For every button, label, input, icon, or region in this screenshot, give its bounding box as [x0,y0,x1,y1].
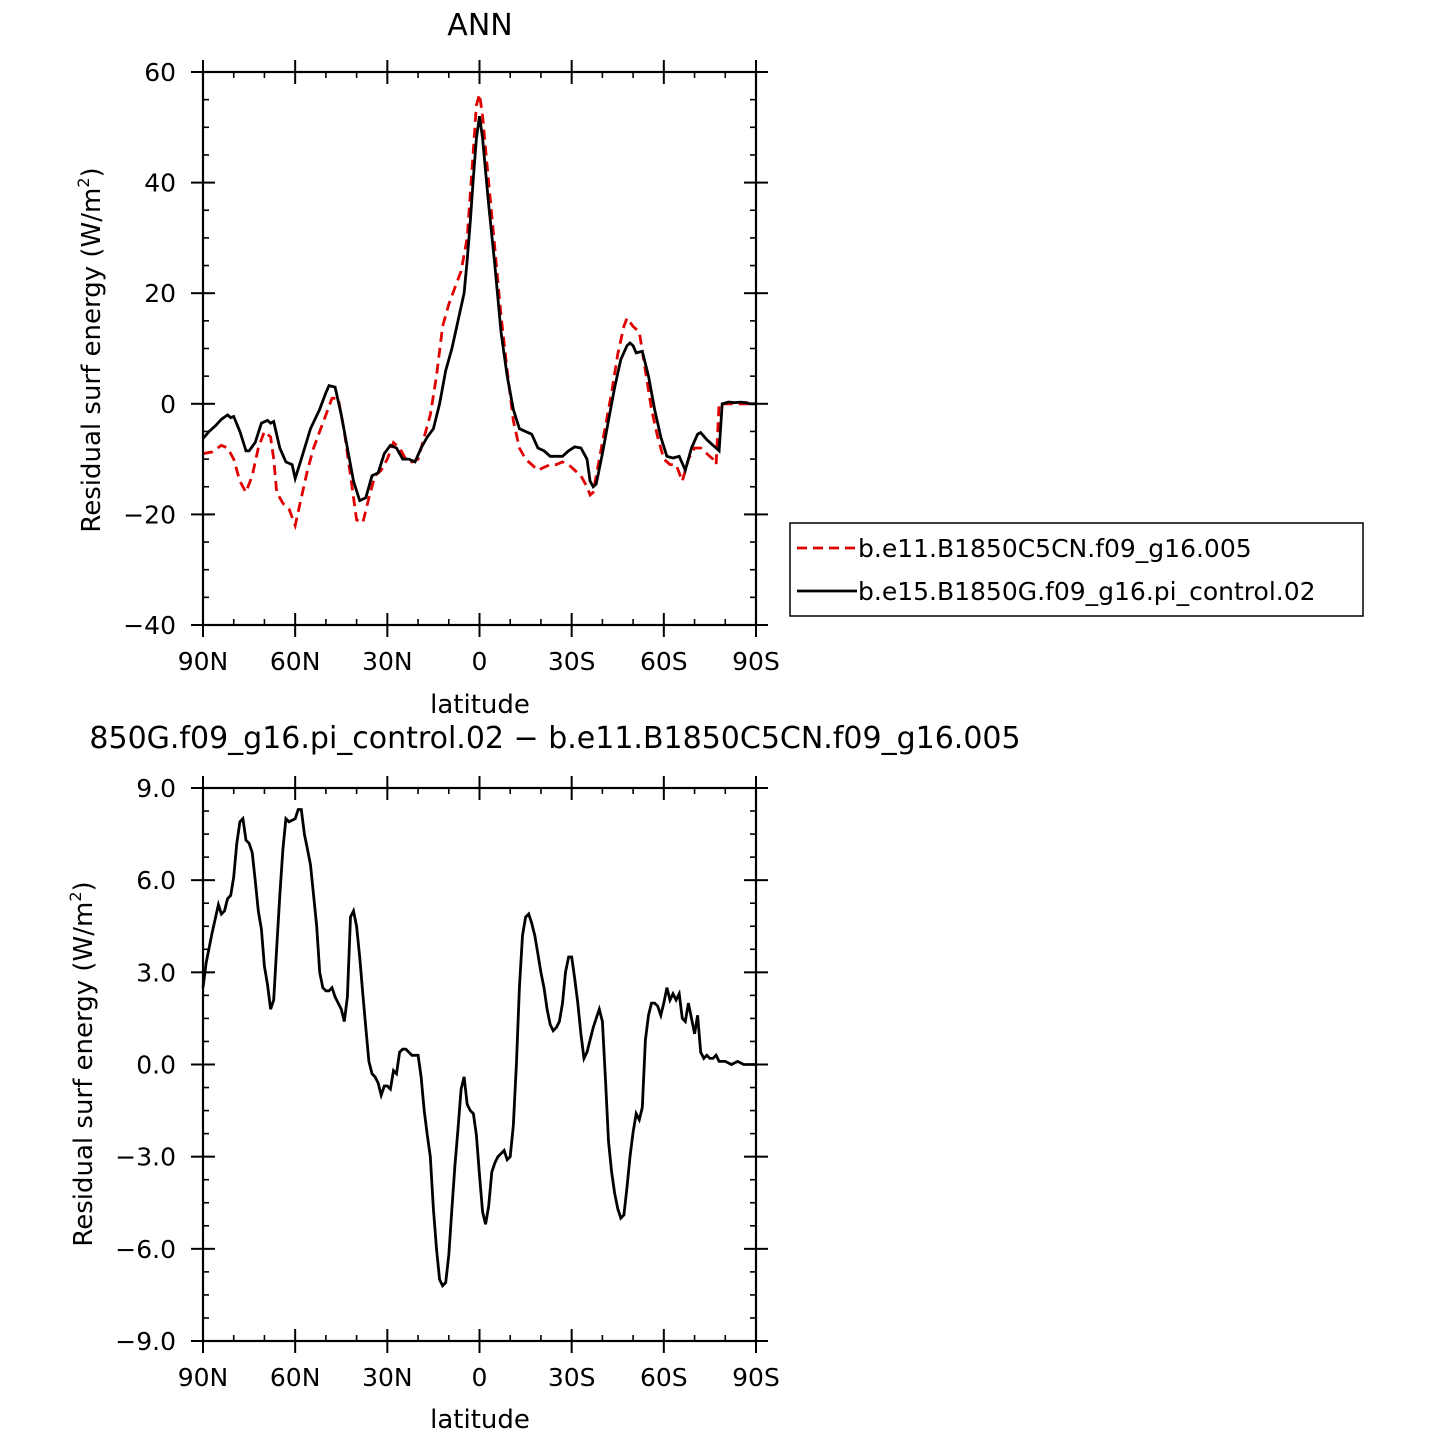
series-line-difference [201,808,756,1289]
bottom-y-tick-labels: −9.0 −6.0 −3.0 0.0 3.0 6.0 9.0 [115,774,176,1356]
y-tick-label: −40 [123,611,176,640]
top-tick-marks [191,60,768,637]
legend-entry-b-e11: b.e11.B1850C5CN.f09_g16.005 [858,534,1252,563]
bottom-panel: 850G.f09_g16.pi_control.02 − b.e11.B1850… [66,721,1021,1435]
x-tick-label: 90N [178,647,229,676]
x-tick-label: 90N [178,1363,229,1392]
y-tick-label: 9.0 [136,774,176,803]
y-tick-label: 0.0 [136,1051,176,1080]
x-tick-label: 60N [270,647,321,676]
top-series-group [201,93,756,531]
legend-box [789,522,1364,617]
legend: b.e11.B1850C5CN.f09_g16.005 b.e15.B1850G… [789,522,1364,617]
bottom-series-group [201,808,756,1289]
top-x-axis-label: latitude [430,690,530,720]
y-tick-label: 0 [160,390,176,419]
bottom-plot-frame [201,786,758,1343]
y-tick-label: 20 [144,279,176,308]
x-tick-label: 60N [270,1363,321,1392]
series-line-b-e11 [202,93,756,531]
bottom-x-axis-label: latitude [430,1405,530,1435]
x-tick-label: 60S [640,647,688,676]
x-tick-label: 60S [640,1363,688,1392]
bottom-tick-marks [191,776,768,1353]
x-tick-label: 30S [548,1363,596,1392]
top-panel: ANN −40 −20 0 20 40 60 90N 60N 30N 0 30S 60S 90S la… [74,8,1364,720]
y-tick-label: −20 [123,500,176,529]
y-tick-label: 60 [144,58,176,87]
top-chart-title: ANN [447,8,512,43]
y-tick-label: 3.0 [136,958,176,987]
y-tick-label: −3.0 [115,1143,176,1172]
series-line-b-e15 [201,116,756,503]
y-tick-label: 6.0 [136,866,176,895]
top-y-axis-label: Residual surf energy (W/m2) [74,167,107,532]
bottom-chart-title: 850G.f09_g16.pi_control.02 − b.e11.B1850… [89,721,1020,756]
bottom-x-tick-labels: 90N 60N 30N 0 30S 60S 90S [178,1363,780,1392]
x-tick-label: 30N [362,647,413,676]
x-tick-label: 0 [472,647,488,676]
y-tick-label: 40 [144,169,176,198]
y-tick-label: −6.0 [115,1235,176,1264]
top-plot-frame [201,70,758,627]
top-y-tick-labels: −40 −20 0 20 40 60 [123,58,176,640]
x-tick-label: 90S [732,1363,780,1392]
y-tick-label: −9.0 [115,1327,176,1356]
x-tick-label: 30N [362,1363,413,1392]
x-tick-label: 30S [548,647,596,676]
x-tick-label: 90S [732,647,780,676]
bottom-y-axis-label: Residual surf energy (W/m2) [66,881,99,1246]
top-x-tick-labels: 90N 60N 30N 0 30S 60S 90S [178,647,780,676]
legend-entry-b-e15: b.e15.B1850G.f09_g16.pi_control.02 [858,577,1316,606]
x-tick-label: 0 [472,1363,488,1392]
